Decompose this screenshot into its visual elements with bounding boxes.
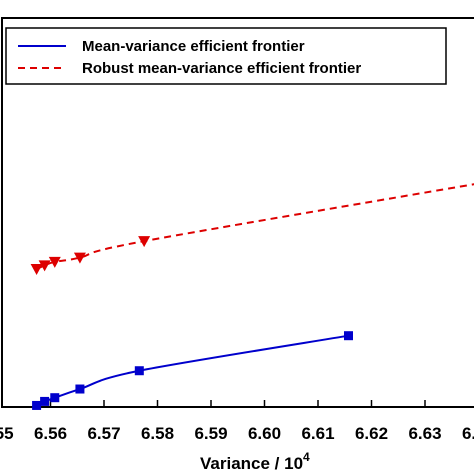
marker-square-0 (32, 400, 42, 410)
marker-square-1 (40, 396, 50, 406)
x-tick-label-4: 6.59 (194, 424, 227, 443)
x-tick-label-8: 6.63 (408, 424, 441, 443)
x-tick-label-5: 6.60 (248, 424, 281, 443)
x-tick-label-3: 6.58 (141, 424, 174, 443)
x-tick-label-1: 6.56 (34, 424, 67, 443)
plot-frame (1, 17, 474, 408)
marker-triangle-2 (48, 256, 61, 268)
marker-triangle-1 (38, 260, 51, 272)
x-tick-label-6: 6.61 (301, 424, 334, 443)
x-tick-label-9: 6.64 (462, 424, 474, 443)
series-layer (30, 183, 474, 410)
legend-label-robust: Robust mean-variance efficient frontier (82, 60, 361, 77)
x-axis-label: Variance / 104 (200, 450, 310, 473)
marker-square-4 (134, 366, 144, 376)
marker-square-2 (50, 393, 60, 403)
x-axis-label-text: Variance / 10 (200, 454, 303, 473)
marker-triangle-3 (73, 252, 86, 264)
marker-square-5 (343, 331, 353, 341)
marker-triangle-0 (30, 264, 43, 276)
legend: Mean-variance efficient frontier Robust … (5, 27, 447, 85)
x-tick-label-2: 6.57 (87, 424, 120, 443)
x-tick-label-0: 6.55 (0, 424, 14, 443)
x-axis-ticks (49, 400, 426, 407)
legend-label-mean-variance: Mean-variance efficient frontier (82, 38, 305, 55)
marker-triangle-4 (138, 236, 151, 248)
x-tick-label-7: 6.62 (355, 424, 388, 443)
x-axis-tick-labels: 6.55 6.56 6.57 6.58 6.59 6.60 6.61 6.62 6.63 6.64 (0, 424, 474, 443)
series-1 (30, 183, 474, 276)
series-0 (32, 331, 353, 410)
legend-box (5, 27, 447, 85)
x-axis-label-exponent: 4 (303, 450, 310, 464)
marker-square-3 (75, 384, 85, 394)
